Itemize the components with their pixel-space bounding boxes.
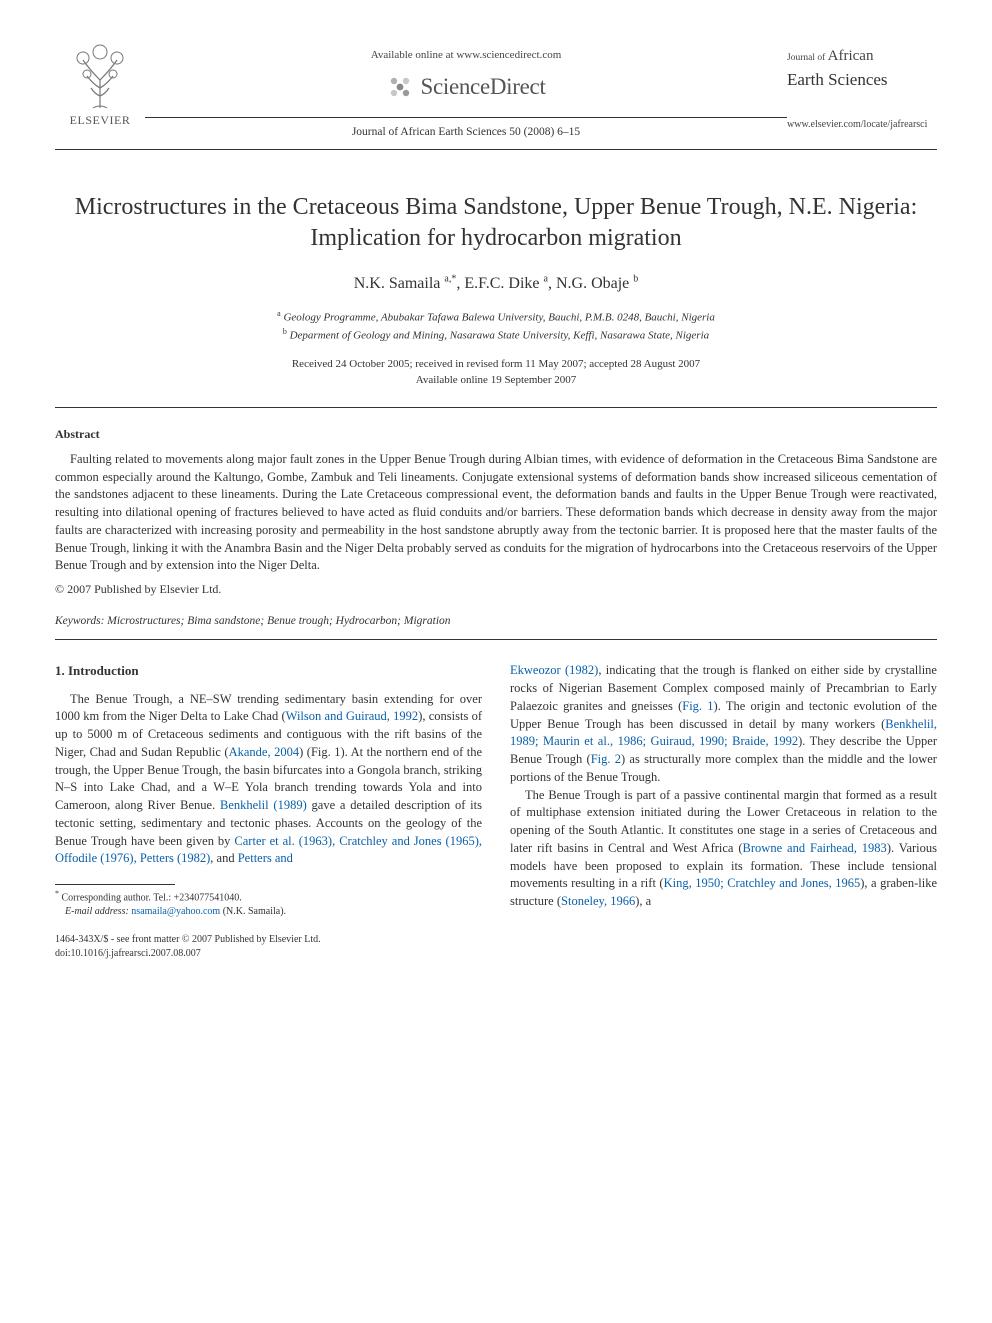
- page-header: ELSEVIER Available online at www.science…: [55, 40, 937, 141]
- journal-citation: Journal of African Earth Sciences 50 (20…: [145, 124, 787, 141]
- body-columns: 1. Introduction The Benue Trough, a NE–S…: [55, 662, 937, 961]
- available-online-text: Available online at www.sciencedirect.co…: [145, 48, 787, 64]
- center-header: Available online at www.sciencedirect.co…: [145, 40, 787, 141]
- received-line: Received 24 October 2005; received in re…: [55, 357, 937, 373]
- cite-stoneley-1966[interactable]: Stoneley, 1966: [561, 894, 635, 908]
- affiliations: a Geology Programme, Abubakar Tafawa Bal…: [55, 308, 937, 345]
- cite-akande-2004[interactable]: Akande, 2004: [229, 745, 300, 759]
- journal-url: www.elsevier.com/locate/jafrearsci: [787, 118, 937, 133]
- abstract-heading: Abstract: [55, 426, 937, 443]
- section-1-heading: 1. Introduction: [55, 662, 482, 680]
- corresponding-footnote: * Corresponding author. Tel.: +234077541…: [55, 889, 482, 918]
- online-line: Available online 19 September 2007: [55, 373, 937, 389]
- article-title: Microstructures in the Cretaceous Bima S…: [55, 192, 937, 254]
- keywords-list: Microstructures; Bima sandstone; Benue t…: [104, 615, 450, 627]
- intro-paragraph-1: The Benue Trough, a NE–SW trending sedim…: [55, 691, 482, 869]
- column-left: 1. Introduction The Benue Trough, a NE–S…: [55, 662, 482, 961]
- cite-king-cratchley[interactable]: King, 1950; Cratchley and Jones, 1965: [664, 876, 861, 890]
- doi-block: 1464-343X/$ - see front matter © 2007 Pu…: [55, 933, 482, 961]
- header-rule-bottom: [55, 149, 937, 150]
- journal-title-block: Journal of African Earth Sciences www.el…: [787, 40, 937, 133]
- sciencedirect-mark-icon: [386, 73, 414, 101]
- journal-name-1: African: [828, 48, 874, 64]
- keywords-line: Keywords: Microstructures; Bima sandston…: [55, 613, 937, 630]
- cite-benkhelil-1989[interactable]: Benkhelil (1989): [220, 798, 307, 812]
- elsevier-tree-icon: [65, 40, 135, 110]
- abstract-rule-bottom: [55, 639, 937, 640]
- column-right: Ekweozor (1982), indicating that the tro…: [510, 662, 937, 961]
- doi-line: doi:10.1016/j.jafrearsci.2007.08.007: [55, 947, 482, 961]
- authors-line: N.K. Samaila a,*, E.F.C. Dike a, N.G. Ob…: [55, 272, 937, 295]
- intro-paragraph-2: The Benue Trough is part of a passive co…: [510, 787, 937, 911]
- sciencedirect-logo: ScienceDirect: [386, 70, 545, 103]
- author-1: N.K. Samaila: [354, 275, 441, 292]
- keywords-label: Keywords:: [55, 615, 104, 627]
- corr-email[interactable]: nsamaila@yahoo.com: [131, 906, 220, 917]
- abstract-copyright: © 2007 Published by Elsevier Ltd.: [55, 581, 937, 598]
- journal-prefix: Journal of: [787, 53, 825, 63]
- abstract-body: Faulting related to movements along majo…: [55, 451, 937, 575]
- corr-author-text: Corresponding author. Tel.: +23407754104…: [62, 893, 242, 904]
- fig-1-link[interactable]: Fig. 1: [682, 699, 713, 713]
- sciencedirect-wordmark: ScienceDirect: [420, 70, 545, 103]
- cite-ekweozor-1982[interactable]: Ekweozor (1982): [510, 663, 598, 677]
- article-dates: Received 24 October 2005; received in re…: [55, 357, 937, 389]
- front-matter-line: 1464-343X/$ - see front matter © 2007 Pu…: [55, 933, 482, 947]
- publisher-name: ELSEVIER: [70, 112, 131, 129]
- cite-petters-and[interactable]: Petters and: [238, 851, 293, 865]
- affiliation-b: Deparment of Geology and Mining, Nasaraw…: [290, 330, 710, 342]
- abstract-section: Abstract Faulting related to movements a…: [55, 426, 937, 599]
- intro-paragraph-1-cont: Ekweozor (1982), indicating that the tro…: [510, 662, 937, 786]
- publisher-logo-block: ELSEVIER: [55, 40, 145, 129]
- title-block: Microstructures in the Cretaceous Bima S…: [55, 192, 937, 254]
- author-3: N.G. Obaje: [556, 275, 629, 292]
- author-2: E.F.C. Dike: [464, 275, 539, 292]
- journal-name-2: Earth Sciences: [787, 68, 937, 93]
- footnote-rule: [55, 884, 175, 885]
- abstract-rule-top: [55, 407, 937, 408]
- email-label: E-mail address:: [65, 906, 129, 917]
- header-rule-top: [145, 117, 787, 118]
- cite-browne-fairhead-1983[interactable]: Browne and Fairhead, 1983: [743, 841, 887, 855]
- fig-2-link[interactable]: Fig. 2: [591, 752, 621, 766]
- affiliation-a: Geology Programme, Abubakar Tafawa Balew…: [283, 311, 714, 323]
- cite-wilson-guiraud-1992[interactable]: Wilson and Guiraud, 1992: [286, 709, 419, 723]
